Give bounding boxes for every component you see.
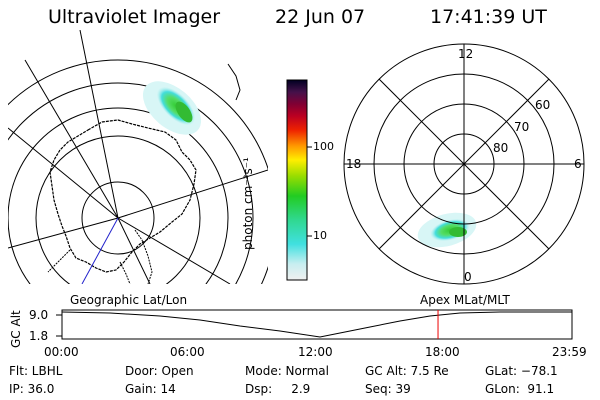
y-tick-label: 1.8: [29, 329, 49, 343]
mlat-label-60: 60: [535, 98, 551, 112]
altitude-curve: [61, 311, 572, 338]
mlt-label-0: 0: [464, 270, 472, 284]
mlat-label-70: 70: [514, 120, 530, 134]
dsp-status: Dsp: 2.9: [245, 382, 311, 396]
continent-outline: [49, 119, 197, 273]
satellite-track: [81, 217, 119, 284]
mlt-label-6: 6: [574, 157, 582, 171]
longitude-line: [117, 169, 268, 219]
longitude-line: [8, 127, 119, 219]
timeline-frame: [61, 309, 573, 340]
x-tick-label: 23:59: [552, 345, 587, 359]
aurora-emission-geo: [142, 81, 202, 135]
latitude-circle: [81, 181, 155, 255]
seq-status: Seq: 39: [365, 382, 411, 396]
longitude-line: [8, 217, 119, 249]
longitude-line: [24, 59, 119, 219]
x-tick-label: 00:00: [44, 345, 79, 359]
mlt-diagonal: [378, 78, 550, 250]
mode-status: Mode: Normal: [245, 364, 329, 378]
filter-status: Flt: LBHL: [9, 364, 63, 378]
instrument-title: Ultraviolet Imager: [48, 6, 221, 28]
mlt-label-18: 18: [346, 157, 362, 171]
y-tick-label: 9.0: [29, 308, 49, 322]
geographic-label: Geographic Lat/Lon: [70, 293, 188, 307]
latitude-circle: [35, 135, 201, 284]
colorbar-unit-label: photon cm⁻²s⁻¹: [241, 157, 255, 250]
longitude-line: [117, 217, 231, 284]
x-tick-label: 06:00: [170, 345, 205, 359]
continent-coast-detail: [47, 229, 153, 284]
apex-label: Apex MLat/MLT: [420, 293, 510, 307]
polar-plot: [343, 43, 585, 285]
color-bar: [286, 79, 308, 281]
coast-fragment: [227, 63, 241, 101]
latitude-circle: [8, 82, 254, 284]
gc-alt-axis-label: GC Alt: [9, 310, 23, 348]
latitude-circle: [8, 107, 229, 284]
time-label: 17:41:39 UT: [430, 6, 547, 28]
aurora-emission-polar: [417, 212, 477, 248]
timeline-plot: [56, 309, 573, 340]
gain-status: Gain: 14: [125, 382, 176, 396]
door-status: Door: Open: [125, 364, 194, 378]
glon-status: GLon: 91.1: [485, 382, 555, 396]
ip-status: IP: 36.0: [9, 382, 55, 396]
x-tick-label: 12:00: [298, 345, 333, 359]
geographic-map: [8, 30, 268, 284]
x-tick-label: 18:00: [425, 345, 460, 359]
mlat-label-80: 80: [493, 141, 509, 155]
gc-alt-status: GC Alt: 7.5 Re: [365, 364, 449, 378]
glat-status: GLat: −78.1: [485, 364, 558, 378]
longitude-line: [117, 217, 151, 284]
latitude-circle: [8, 59, 268, 284]
mlt-label-12: 12: [458, 47, 474, 61]
colorbar-tick-label: 100: [313, 140, 334, 153]
date-label: 22 Jun 07: [275, 6, 366, 28]
colorbar-tick-label: 10: [313, 229, 327, 242]
